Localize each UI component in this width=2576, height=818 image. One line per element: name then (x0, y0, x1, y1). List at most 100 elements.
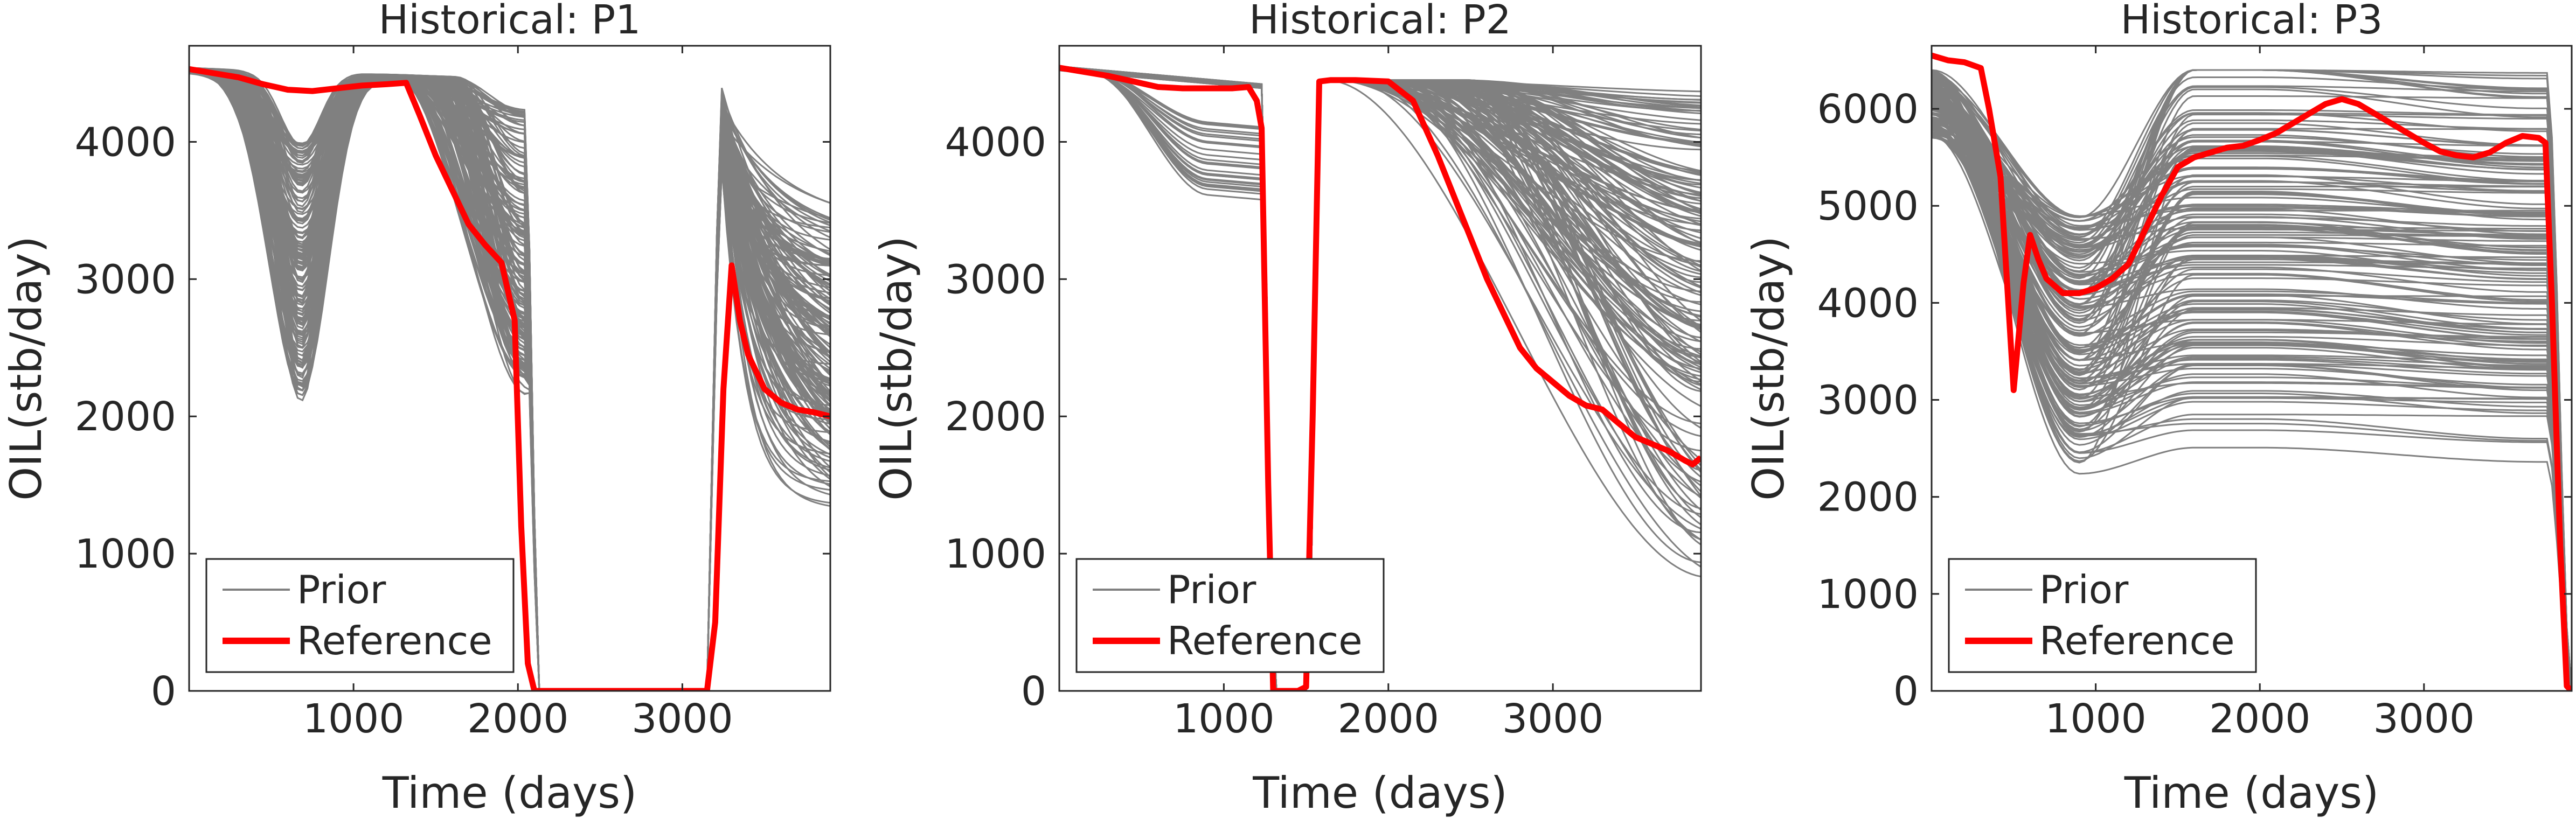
prior-line (1932, 132, 2572, 691)
y-tick-label: 5000 (1817, 183, 1919, 229)
y-tick-label: 1000 (945, 531, 1046, 577)
x-tick-label: 1000 (1173, 696, 1274, 742)
legend-p1: Prior Reference (205, 558, 515, 673)
prior-line (1932, 93, 2572, 691)
y-axis-label-p1: OIL(stb/day) (1, 236, 51, 500)
prior-line (1932, 90, 2572, 691)
x-axis-label-p1: Time (days) (382, 768, 637, 818)
prior-line (1932, 89, 2572, 691)
y-tick-label: 3000 (75, 256, 176, 303)
prior-ensemble-p1 (189, 67, 830, 691)
prior-line (189, 70, 830, 691)
reference-polyline (189, 66, 830, 691)
x-tick-label: 2000 (2209, 696, 2310, 742)
prior-line (189, 70, 830, 691)
prior-line (1932, 120, 2572, 691)
prior-line (1932, 103, 2572, 691)
y-tick-label: 0 (1893, 668, 1919, 715)
prior-line (1932, 119, 2572, 691)
prior-line (1932, 83, 2572, 691)
legend-box-p2 (1075, 558, 1385, 673)
prior-line (189, 72, 830, 691)
prior-line (1932, 79, 2572, 691)
legend-p2: Prior Reference (1075, 558, 1385, 673)
prior-line (1932, 89, 2572, 691)
x-tick-label: 3000 (1502, 696, 1603, 742)
prior-line (1932, 76, 2572, 691)
reference-line-p2 (1059, 65, 1701, 691)
y-tick-label: 2000 (945, 394, 1046, 440)
prior-line (1932, 83, 2572, 691)
y-axis-label-p3: OIL(stb/day) (1744, 236, 1794, 500)
y-tick-label: 1000 (1817, 571, 1919, 618)
legend-p3: Prior Reference (1948, 558, 2257, 673)
plot-frame-p2 (1058, 45, 1702, 692)
y-tick-label: 1000 (75, 531, 176, 577)
x-axis-label-p3: Time (days) (2124, 768, 2379, 818)
panel-p3: 1000 2000 3000 0 1000 2000 3000 4000 5000 6000 Hi… (1744, 0, 2573, 818)
prior-line (189, 68, 830, 691)
prior-line (1932, 94, 2572, 691)
prior-line (1932, 119, 2572, 691)
x-tick-label: 2000 (1338, 696, 1439, 742)
y-tick-label: 0 (151, 668, 176, 715)
prior-line (1932, 85, 2572, 691)
y-tick-label: 4000 (75, 119, 176, 165)
prior-line (1932, 121, 2572, 691)
legend-prior-label-p2: Prior (1167, 567, 1256, 612)
chart-title-p2: Historical: P2 (1249, 0, 1511, 43)
prior-line (1059, 66, 1701, 691)
legend-box-p1 (205, 558, 515, 673)
prior-line (189, 71, 830, 691)
plot-frame-p3 (1931, 45, 2573, 692)
chart-title-p3: Historical: P3 (2121, 0, 2383, 43)
x-tick-label: 3000 (2373, 696, 2475, 742)
legend-reference-label-p1: Reference (297, 618, 492, 663)
prior-line (1932, 95, 2572, 691)
chart-title-p1: Historical: P1 (379, 0, 641, 43)
prior-line (189, 71, 830, 691)
y-tick-label: 2000 (75, 394, 176, 440)
y-tick-label: 4000 (945, 119, 1046, 165)
prior-line (1932, 112, 2572, 691)
prior-line (1932, 81, 2572, 691)
x-tick-label: 1000 (2045, 696, 2146, 742)
x-axis-label-p2: Time (days) (1252, 768, 1507, 818)
x-tick-label: 1000 (303, 696, 404, 742)
prior-line (189, 68, 830, 691)
prior-line (189, 72, 830, 691)
prior-line (1932, 74, 2572, 691)
legend-reference-label-p2: Reference (1167, 618, 1363, 663)
panel-p1: 1000 2000 3000 0 1000 2000 3000 4000 Historical… (1, 0, 831, 818)
prior-line (1932, 80, 2572, 691)
y-tick-label: 6000 (1817, 86, 1919, 132)
prior-line (1932, 126, 2572, 691)
y-tick-label: 0 (1021, 668, 1046, 715)
reference-line-p1 (189, 66, 830, 691)
prior-line (1932, 89, 2572, 691)
y-axis-label-p2: OIL(stb/day) (871, 236, 921, 500)
reference-line-p3 (1932, 52, 2572, 691)
prior-line (1932, 119, 2572, 691)
panel-p2: 1000 2000 3000 0 1000 2000 3000 4000 Historical… (871, 0, 1702, 818)
reference-polyline (1059, 65, 1701, 691)
prior-line (1932, 92, 2572, 691)
ticks-p1: 1000 2000 3000 0 1000 2000 3000 4000 (75, 46, 830, 742)
prior-line (1932, 96, 2572, 691)
y-tick-label: 3000 (945, 256, 1046, 303)
legend-prior-label-p3: Prior (2039, 567, 2129, 612)
x-tick-label: 2000 (467, 696, 568, 742)
legend-reference-label-p3: Reference (2039, 618, 2235, 663)
x-tick-label: 3000 (631, 696, 733, 742)
ticks-p2: 1000 2000 3000 0 1000 2000 3000 4000 (945, 46, 1701, 742)
legend-prior-label-p1: Prior (297, 567, 386, 612)
prior-line (1932, 69, 2572, 691)
prior-line (1932, 69, 2572, 691)
y-tick-label: 3000 (1817, 377, 1919, 424)
ticks-p3: 1000 2000 3000 0 1000 2000 3000 4000 5000 6000 (1817, 46, 2572, 742)
y-tick-label: 4000 (1817, 280, 1919, 326)
prior-line (1932, 79, 2572, 691)
reference-polyline (1932, 52, 2572, 691)
y-tick-label: 2000 (1817, 474, 1919, 521)
